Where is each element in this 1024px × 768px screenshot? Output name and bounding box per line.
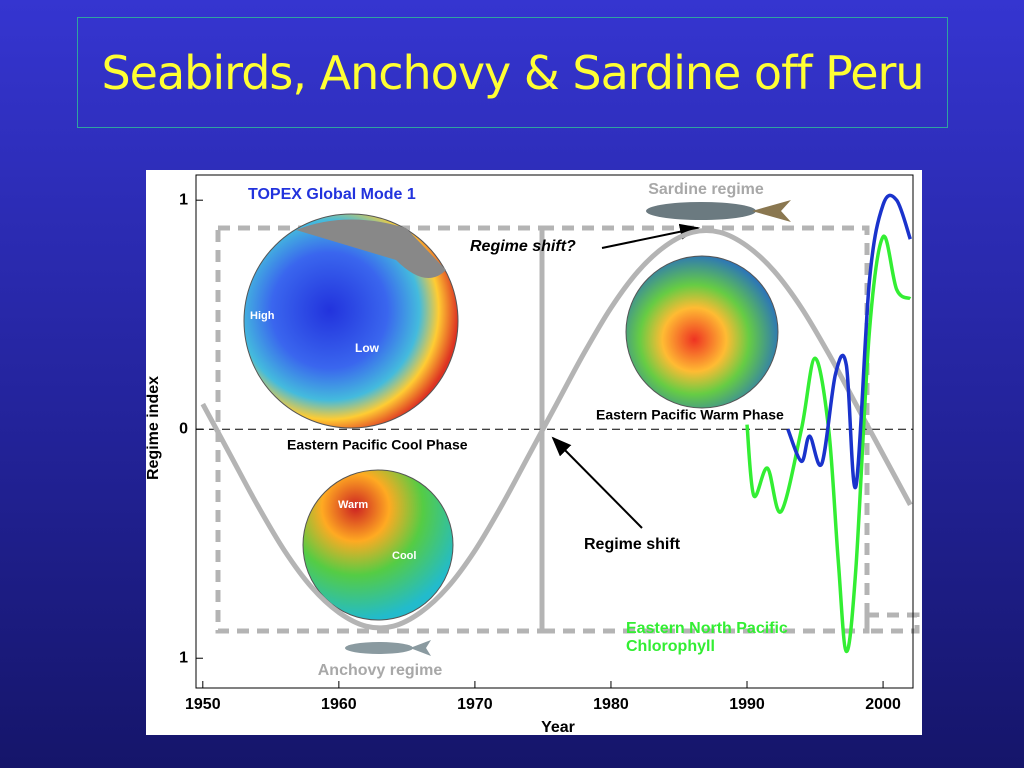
series-line — [786, 193, 912, 490]
series-line — [745, 234, 912, 654]
annotation: Sardine regime — [648, 181, 764, 198]
y-tick-label: 1 — [179, 191, 188, 208]
y-tick-label: 1 — [179, 649, 188, 666]
arrow — [551, 436, 643, 529]
land — [296, 219, 446, 278]
anchovy-fish — [345, 640, 431, 656]
x-tick-label: 1950 — [185, 696, 221, 713]
x-tick-label: 1990 — [729, 696, 765, 713]
plot-frame — [195, 174, 914, 689]
annotation: Eastern Pacific Warm Phase — [596, 407, 784, 423]
legend-entry: Eastern North Pacific Chlorophyll — [626, 620, 788, 655]
x-tick-label: 2000 — [865, 696, 901, 713]
annotation: Anchovy regime — [318, 662, 443, 679]
annotation: High — [250, 310, 275, 322]
y-tick-label: 0 — [179, 420, 188, 437]
annotation: Cool — [392, 550, 416, 562]
x-tick-label: 1970 — [457, 696, 493, 713]
x-tick-label: 1960 — [321, 696, 357, 713]
annotation: Low — [355, 341, 380, 355]
annotation: Regime shift? — [470, 238, 576, 255]
chart: Year Regime index 1950 1960 1970 1980 1990 20… — [146, 170, 922, 735]
annotation: Warm — [338, 499, 368, 511]
cool-phase-globe — [302, 469, 454, 621]
annotation: Eastern Pacific Cool Phase — [287, 437, 468, 453]
arrow — [601, 223, 700, 249]
annotation: Regime shift — [584, 536, 681, 553]
title-box: Seabirds, Anchovy & Sardine off Peru — [77, 17, 948, 128]
y-axis-label: Regime index — [146, 376, 162, 480]
series-line — [200, 228, 913, 631]
sardine-fish — [646, 200, 791, 222]
slide-title: Seabirds, Anchovy & Sardine off Peru — [101, 45, 924, 100]
warm-phase-globe — [625, 255, 779, 409]
recent-regime-box — [864, 612, 920, 634]
x-tick-label: 1980 — [593, 696, 629, 713]
annotation: TOPEX Global Mode 1 — [248, 186, 416, 203]
x-axis-label: Year — [541, 719, 575, 735]
